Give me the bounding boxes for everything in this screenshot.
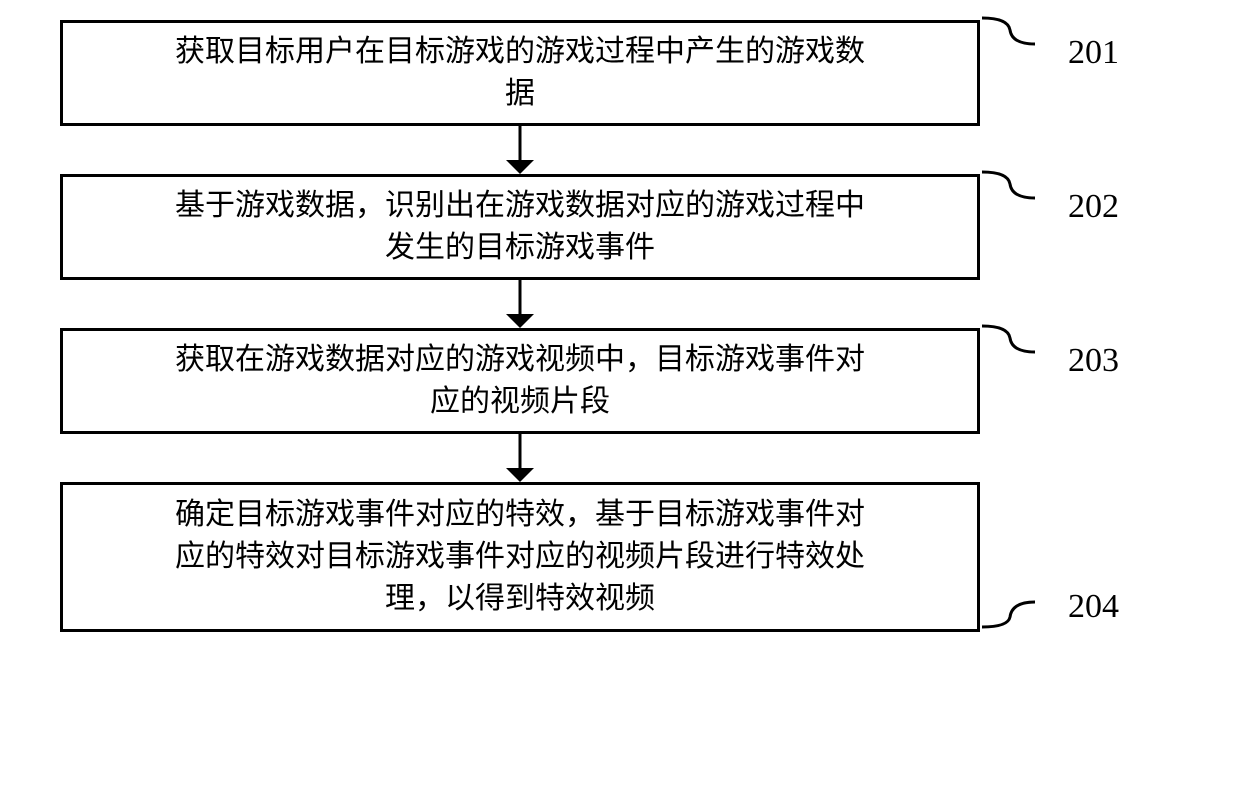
flow-arrow bbox=[503, 126, 537, 174]
arrow-203-to-204 bbox=[60, 434, 980, 482]
step-text-line: 应的视频片段 bbox=[430, 381, 610, 423]
step-box-203: 获取在游戏数据对应的游戏视频中，目标游戏事件对应的视频片段 bbox=[60, 328, 980, 434]
step-text-line: 应的特效对目标游戏事件对应的视频片段进行特效处 bbox=[175, 536, 865, 578]
arrow-202-to-203 bbox=[60, 280, 980, 328]
step-text-line: 获取在游戏数据对应的游戏视频中，目标游戏事件对 bbox=[175, 339, 865, 381]
step-text-line: 理，以得到特效视频 bbox=[385, 578, 655, 620]
connector-curve bbox=[980, 472, 1040, 642]
step-row-204: 确定目标游戏事件对应的特效，基于目标游戏事件对应的特效对目标游戏事件对应的视频片… bbox=[60, 482, 1160, 632]
step-box-201: 获取目标用户在目标游戏的游戏过程中产生的游戏数据 bbox=[60, 20, 980, 126]
step-label-204: 204 bbox=[1068, 588, 1119, 626]
flow-arrow bbox=[503, 280, 537, 328]
step-row-202: 基于游戏数据，识别出在游戏数据对应的游戏过程中发生的目标游戏事件 202 bbox=[60, 174, 1160, 280]
step-label-203: 203 bbox=[1068, 342, 1119, 380]
step-text-line: 据 bbox=[505, 73, 535, 115]
step-text-line: 发生的目标游戏事件 bbox=[385, 227, 655, 269]
flowchart: 获取目标用户在目标游戏的游戏过程中产生的游戏数据 201 基于游戏数据，识别出在游戏… bbox=[60, 20, 1160, 632]
connector-curve bbox=[980, 164, 1040, 280]
step-label-202: 202 bbox=[1068, 188, 1119, 226]
step-row-201: 获取目标用户在目标游戏的游戏过程中产生的游戏数据 201 bbox=[60, 20, 1160, 126]
flow-arrow bbox=[503, 434, 537, 482]
step-label-201: 201 bbox=[1068, 34, 1119, 72]
step-text-line: 基于游戏数据，识别出在游戏数据对应的游戏过程中 bbox=[175, 185, 865, 227]
arrow-201-to-202 bbox=[60, 126, 980, 174]
step-box-202: 基于游戏数据，识别出在游戏数据对应的游戏过程中发生的目标游戏事件 bbox=[60, 174, 980, 280]
step-text-line: 确定目标游戏事件对应的特效，基于目标游戏事件对 bbox=[175, 494, 865, 536]
connector-curve bbox=[980, 318, 1040, 434]
step-row-203: 获取在游戏数据对应的游戏视频中，目标游戏事件对应的视频片段 203 bbox=[60, 328, 1160, 434]
connector-curve bbox=[980, 10, 1040, 126]
step-box-204: 确定目标游戏事件对应的特效，基于目标游戏事件对应的特效对目标游戏事件对应的视频片… bbox=[60, 482, 980, 632]
step-text-line: 获取目标用户在目标游戏的游戏过程中产生的游戏数 bbox=[175, 31, 865, 73]
